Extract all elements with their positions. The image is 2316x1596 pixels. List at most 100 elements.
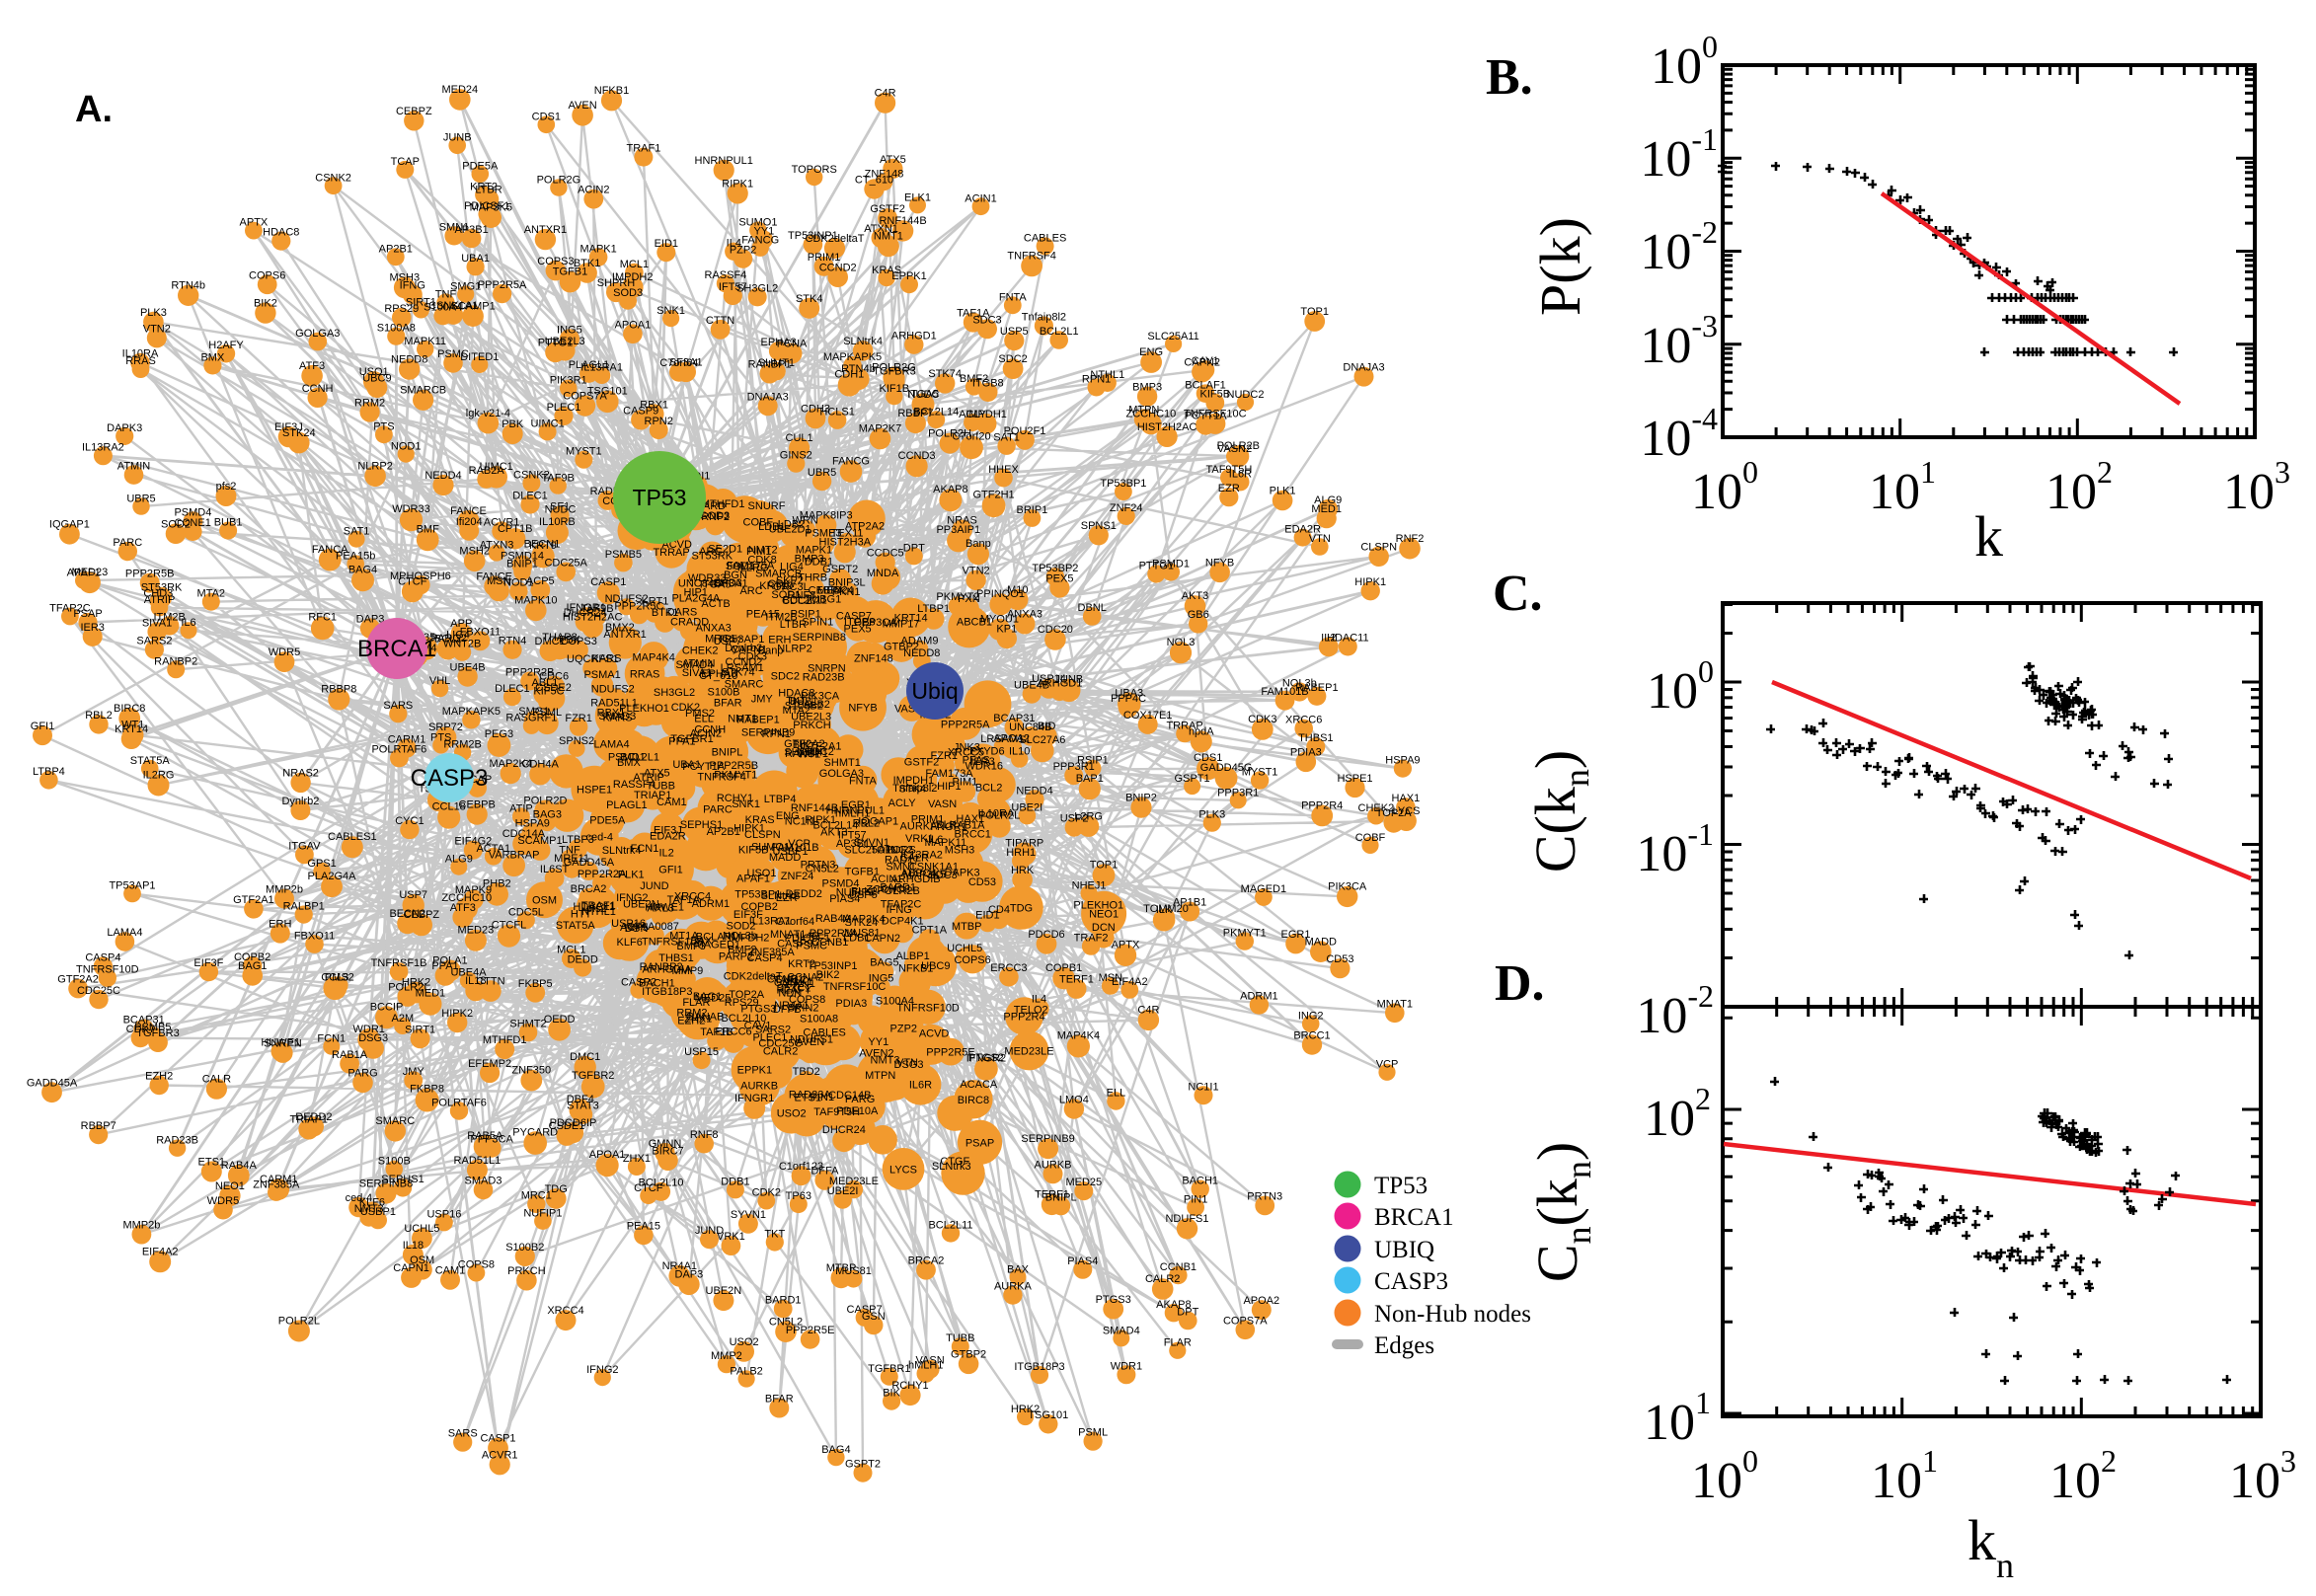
svg-text:CASP1: CASP1 [590,576,626,588]
svg-text:SIRT1: SIRT1 [406,296,436,308]
svg-text:BECN2: BECN2 [389,908,425,920]
svg-text:TGFBR2: TGFBR2 [572,1070,614,1082]
svg-text:MAP2K4: MAP2K4 [489,758,531,770]
svg-text:TOP2A: TOP2A [729,989,765,1001]
svg-text:FANCG: FANCG [741,235,779,247]
svg-text:CCND2: CCND2 [819,262,857,273]
svg-text:MYST1: MYST1 [1242,766,1278,778]
svg-text:GOLGA3: GOLGA3 [819,768,864,780]
svg-text:CASP1: CASP1 [480,1433,515,1445]
svg-text:BCL2L14: BCL2L14 [812,820,858,832]
svg-text:SMARCB: SMARCB [755,569,802,580]
svg-text:PDE5A: PDE5A [462,161,499,173]
svg-text:VASN: VASN [928,798,957,810]
svg-text:CALR2: CALR2 [1145,1273,1180,1285]
svg-text:MNDA: MNDA [867,568,899,579]
svg-text:KIF5B: KIF5B [738,844,769,856]
svg-text:USP5: USP5 [1000,326,1029,338]
svg-text:TP53AP1: TP53AP1 [109,880,155,892]
svg-text:ACIN2: ACIN2 [578,185,609,196]
svg-text:TOP1: TOP1 [1090,859,1119,871]
svg-text:CARM1: CARM1 [260,1174,298,1185]
svg-text:OSM: OSM [410,1254,434,1266]
svg-text:PARP2: PARP2 [719,950,753,962]
svg-text:TRAF1: TRAF1 [626,143,660,155]
svg-text:CDC25A: CDC25A [544,558,587,570]
svg-text:POLRTAF6: POLRTAF6 [431,1097,487,1108]
svg-text:LTBP3: LTBP3 [562,834,594,846]
svg-text:PPP2R4: PPP2R4 [1301,800,1343,812]
svg-text:ACIN2: ACIN2 [690,727,722,739]
svg-text:GTF2A2: GTF2A2 [784,738,825,750]
svg-text:WDR33: WDR33 [392,503,430,515]
svg-text:DNAJA3: DNAJA3 [747,391,789,403]
svg-text:DBF4: DBF4 [567,1094,594,1105]
svg-text:PKMYT1: PKMYT1 [1223,928,1267,940]
svg-text:IL6: IL6 [928,834,943,846]
svg-text:IFNG2: IFNG2 [616,892,648,904]
svg-text:CD53: CD53 [1326,953,1353,965]
svg-text:GPS1: GPS1 [307,858,336,870]
svg-text:SARS: SARS [448,1428,478,1440]
svg-text:GADD45A: GADD45A [27,1077,78,1089]
svg-text:AP3B1: AP3B1 [454,224,488,236]
svg-text:TGFBR1: TGFBR1 [868,1363,910,1375]
svg-text:USO2: USO2 [777,1108,807,1120]
svg-text:IFNG2: IFNG2 [586,1364,618,1376]
svg-text:MADD: MADD [1305,936,1337,948]
svg-text:PPP2R5B: PPP2R5B [125,569,175,580]
svg-text:ZCCHC8: ZCCHC8 [866,883,910,895]
svg-text:S100A4: S100A4 [876,995,914,1007]
svg-text:FNTA: FNTA [999,291,1028,303]
svg-text:MSH3: MSH3 [945,844,975,856]
svg-text:CDK2deltaT: CDK2deltaT [724,971,783,983]
svg-text:PLK1: PLK1 [618,870,645,881]
svg-text:BAX: BAX [1007,1263,1030,1275]
svg-text:USBP1: USBP1 [773,846,809,858]
svg-text:POLR2G: POLR2G [537,174,581,186]
svg-text:Ifi204: Ifi204 [456,516,483,528]
svg-text:PDICSF1: PDICSF1 [785,933,830,945]
svg-text:NEDD4: NEDD4 [1016,785,1052,797]
svg-text:DPT: DPT [1177,1307,1198,1319]
svg-text:PDCD6: PDCD6 [1028,929,1064,941]
svg-text:ATF3: ATF3 [299,360,325,372]
svg-text:BCL2L1: BCL2L1 [620,752,659,764]
svg-text:LAMA4: LAMA4 [594,739,630,751]
svg-text:SNK1: SNK1 [732,798,760,810]
svg-text:TCAP: TCAP [391,156,420,168]
svg-text:ELK1: ELK1 [904,191,931,203]
svg-text:Tnfaip8l2: Tnfaip8l2 [892,783,937,795]
svg-text:MTHFD1: MTHFD1 [701,498,745,510]
svg-text:FLAR: FLAR [1164,1337,1192,1349]
svg-text:HIPK2: HIPK2 [441,1008,473,1020]
svg-text:ATP2A2: ATP2A2 [845,521,885,533]
svg-text:AKT3: AKT3 [820,827,848,839]
svg-text:GMNN: GMNN [649,1138,682,1150]
svg-text:BRCA2: BRCA2 [571,883,607,895]
svg-text:EZR: EZR [1218,483,1240,494]
svg-text:S100B2: S100B2 [505,1242,544,1254]
svg-text:UBC9: UBC9 [921,960,950,972]
svg-text:TP53INP1: TP53INP1 [808,960,858,972]
svg-text:ITM2B: ITM2B [153,611,185,623]
svg-text:RIPK1: RIPK1 [722,178,753,190]
svg-text:PLEC1: PLEC1 [547,402,581,414]
svg-text:NOD1: NOD1 [391,441,422,453]
svg-text:ZNF350: ZNF350 [511,1065,551,1077]
svg-text:PTS: PTS [373,420,394,432]
svg-text:KIF1B: KIF1B [880,383,910,395]
svg-text:RBL2: RBL2 [853,817,881,829]
svg-text:ANXA3: ANXA3 [1007,609,1042,621]
svg-text:BUB1: BUB1 [790,696,818,708]
svg-text:SLNtrk3: SLNtrk3 [932,1161,971,1173]
svg-text:CABLES: CABLES [803,1027,845,1039]
svg-text:CSNK1A1: CSNK1A1 [909,861,959,873]
svg-text:UBR5: UBR5 [126,493,155,504]
svg-text:PPP3R1: PPP3R1 [1217,787,1259,798]
svg-text:AURKB: AURKB [1035,1159,1072,1171]
svg-text:UNC84B: UNC84B [1009,722,1051,733]
svg-text:PARC: PARC [703,803,733,815]
svg-text:SARS2: SARS2 [136,635,172,646]
svg-text:CPT1A: CPT1A [912,924,948,936]
